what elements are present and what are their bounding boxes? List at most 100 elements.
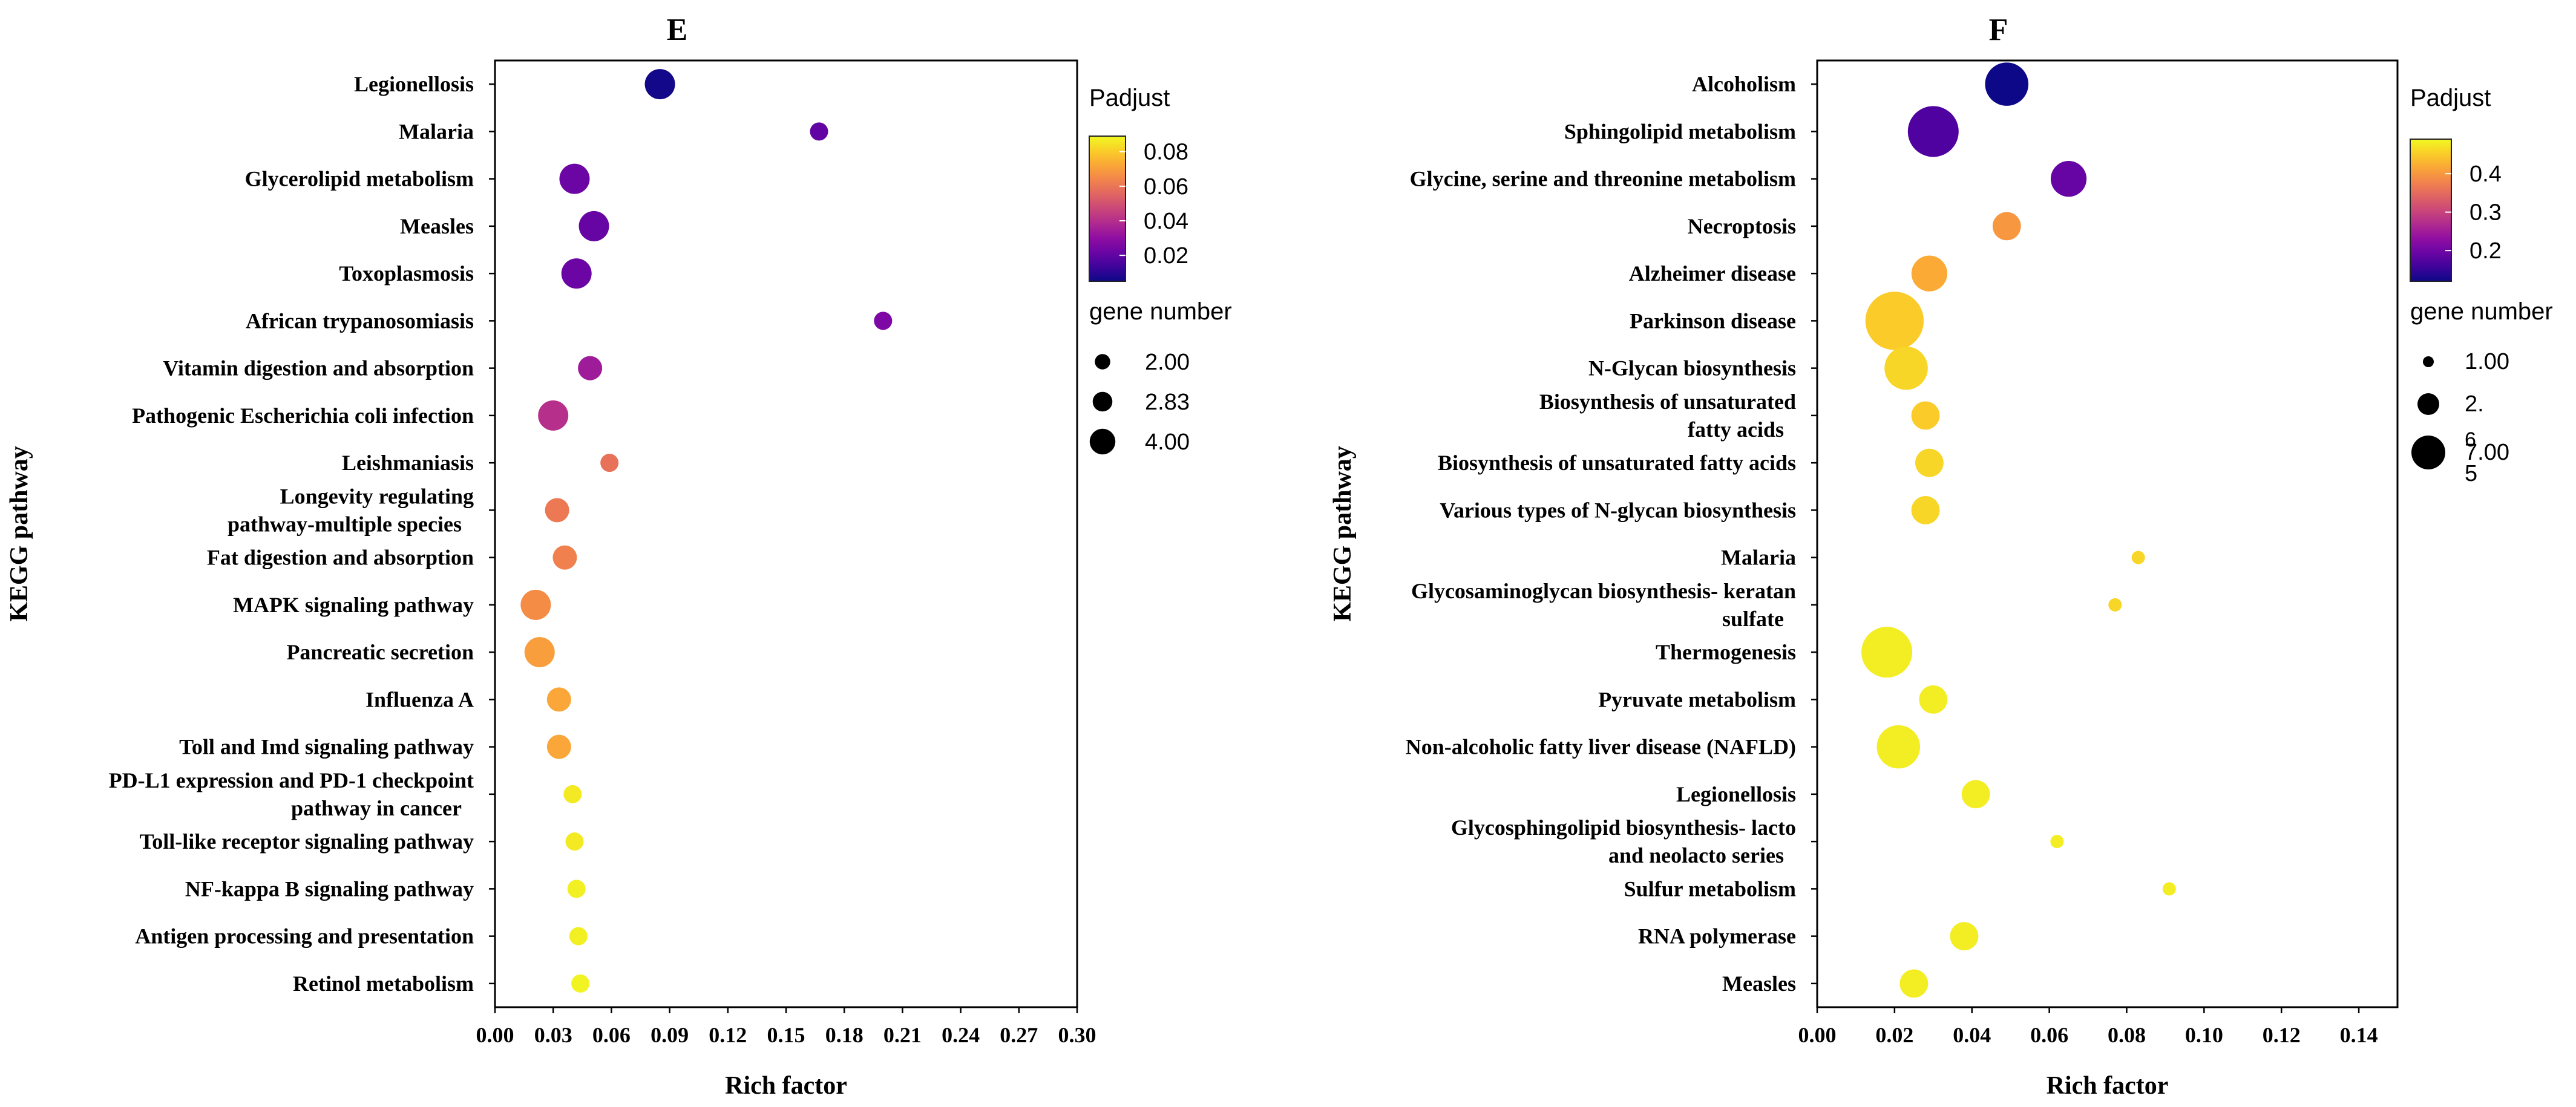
- y-tick-label-line: Glycerolipid metabolism: [245, 167, 474, 191]
- y-tick-label-line: Non-alcoholic fatty liver disease (NAFLD…: [1406, 735, 1796, 759]
- y-tick-label: N-Glycan biosynthesis: [1588, 356, 1796, 380]
- y-tick-label-line: Measles: [400, 214, 474, 238]
- y-tick-label-line: Fat digestion and absorption: [207, 546, 474, 570]
- y-tick-label: Pathogenic Escherichia coli infection: [132, 403, 474, 428]
- chart-panel-e: E Legionellosis Malaria Glycerolipid metabo…: [5, 13, 1232, 1100]
- y-tick-label-line: Vitamin digestion and absorption: [163, 356, 474, 380]
- x-axis-title: Rich factor: [2047, 1072, 2169, 1100]
- data-point: [552, 545, 577, 570]
- legend-color-tick-label: 0.04: [1144, 209, 1188, 234]
- x-tick-label: 0.00: [476, 1023, 514, 1047]
- data-point: [1907, 106, 1959, 157]
- y-tick-label-line: Retinol metabolism: [293, 971, 474, 996]
- y-tick-label-line: Various types of N-glycan biosynthesis: [1440, 498, 1796, 522]
- x-tick-label: 0.30: [1058, 1023, 1096, 1047]
- y-tick-label-line: Glycine, serine and threonine metabolism: [1410, 167, 1796, 191]
- y-tick-label: Alzheimer disease: [1629, 261, 1796, 286]
- y-tick-label: Vitamin digestion and absorption: [163, 356, 474, 380]
- data-point: [524, 637, 555, 668]
- data-point: [644, 69, 675, 100]
- y-tick-label-line: Sulfur metabolism: [1624, 877, 1796, 901]
- legend-size-label: 4.00: [1145, 429, 1190, 455]
- y-tick-label: Toxoplasmosis: [339, 261, 474, 286]
- y-tick-label: Fat digestion and absorption: [207, 546, 474, 570]
- data-point: [1961, 780, 1990, 809]
- legend-size-dot: [1089, 428, 1116, 455]
- y-tick-label-line: Thermogenesis: [1656, 640, 1796, 664]
- x-tick-label: 0.03: [534, 1023, 572, 1047]
- y-tick-label: Toll and Imd signaling pathway: [179, 735, 474, 759]
- data-point: [1950, 922, 1979, 951]
- x-tick-label: 0.12: [709, 1023, 747, 1047]
- y-tick-label: Glycosphingolipid biosynthesis- lacto and…: [1451, 815, 1796, 867]
- legend-size-dot: [1092, 391, 1113, 412]
- y-tick-label: Malaria: [1721, 546, 1796, 570]
- legend-color-tick-label: 0.06: [1144, 174, 1188, 200]
- data-point: [1899, 969, 1929, 998]
- y-tick-label: PD-L1 expression and PD-1 checkpoint path…: [109, 768, 474, 820]
- y-axis-title: KEGG pathway: [5, 446, 33, 622]
- legend-size-label: 2.: [2465, 391, 2484, 417]
- y-tick-label-line: Alcoholism: [1692, 72, 1796, 96]
- legend-color-title: Padjust: [1089, 85, 1170, 111]
- data-point: [578, 356, 603, 380]
- legend-color-tick-label: 0.02: [1144, 243, 1188, 269]
- data-point: [2050, 161, 2087, 197]
- y-tick-label: RNA polymerase: [1638, 924, 1796, 949]
- y-tick-label-line: Longevity regulating: [280, 484, 474, 508]
- data-point: [569, 927, 588, 945]
- data-point: [561, 258, 592, 289]
- data-point: [1915, 448, 1944, 477]
- legend-size-title: gene number: [1089, 298, 1232, 325]
- data-point: [1992, 212, 2021, 241]
- y-tick-label-line: Biosynthesis of unsaturated fatty acids: [1438, 451, 1796, 475]
- legend-color-tick-label: 0.08: [1144, 140, 1188, 165]
- data-point: [1911, 401, 1940, 430]
- data-point: [559, 163, 590, 194]
- y-tick-label-line: Parkinson disease: [1630, 309, 1796, 333]
- legend-color-tick-label: 0.2: [2469, 238, 2502, 264]
- y-tick-label: Sphingolipid metabolism: [1564, 119, 1796, 143]
- legend-size-label: 2.00: [1145, 350, 1190, 375]
- legend-size-dot: [1095, 354, 1110, 370]
- y-tick-label: Measles: [400, 214, 474, 238]
- legend-size-dot: [2411, 436, 2445, 469]
- x-tick-label: 0.06: [2030, 1023, 2068, 1047]
- y-tick-label-line: Glycosphingolipid biosynthesis- lacto: [1451, 815, 1796, 840]
- y-tick-label: Measles: [1722, 971, 1796, 996]
- y-tick-label: Parkinson disease: [1630, 309, 1796, 333]
- y-tick-label: African trypanosomiasis: [246, 309, 474, 333]
- y-tick-label: Non-alcoholic fatty liver disease (NAFLD…: [1406, 735, 1796, 759]
- y-tick-label-line: Toll and Imd signaling pathway: [179, 735, 474, 759]
- y-tick-label: Glycerolipid metabolism: [245, 167, 474, 191]
- legend-color-title: Padjust: [2410, 85, 2491, 111]
- data-point: [1884, 346, 1928, 390]
- y-tick-label-line: Necroptosis: [1688, 214, 1796, 238]
- y-tick-label: Various types of N-glycan biosynthesis: [1440, 498, 1796, 522]
- y-tick-label: Thermogenesis: [1656, 640, 1796, 664]
- y-axis-title: KEGG pathway: [1329, 446, 1357, 622]
- y-tick-label-line: Pyruvate metabolism: [1598, 687, 1796, 711]
- y-tick-label-line: Pathogenic Escherichia coli infection: [132, 403, 474, 428]
- data-point: [2050, 835, 2064, 849]
- data-point: [567, 880, 586, 898]
- y-tick-label-line: pathway-multiple species: [228, 512, 462, 536]
- legend-size-label: 2.83: [1145, 390, 1190, 415]
- legend-size-label: 5: [2465, 461, 2477, 486]
- y-tick-label: Longevity regulating pathway-multiple spe…: [228, 484, 474, 536]
- data-point: [810, 122, 828, 141]
- legend: Padjust 0.4 0.3 0.2 gene number 1.00 2. 67.005: [2410, 85, 2553, 486]
- legend-color-tick-label: 0.4: [2469, 162, 2502, 187]
- data-point: [1911, 255, 1948, 292]
- legend-size-label: 7.00: [2465, 440, 2509, 465]
- legend-size-dot: [2423, 356, 2434, 367]
- data-point: [578, 211, 609, 241]
- y-tick-label: Leishmaniasis: [342, 451, 474, 475]
- x-axis-title: Rich factor: [725, 1072, 847, 1100]
- y-tick-label: Legionellosis: [354, 72, 474, 96]
- y-tick-label-line: MAPK signaling pathway: [233, 593, 474, 617]
- legend-size-label: 6: [2465, 428, 2476, 451]
- y-tick-label-line: Pancreatic secretion: [286, 640, 474, 664]
- data-point: [1865, 292, 1924, 350]
- legend: Padjust 0.08 0.06 0.04 0.02 gene number 2.00 2.…: [1089, 85, 1232, 455]
